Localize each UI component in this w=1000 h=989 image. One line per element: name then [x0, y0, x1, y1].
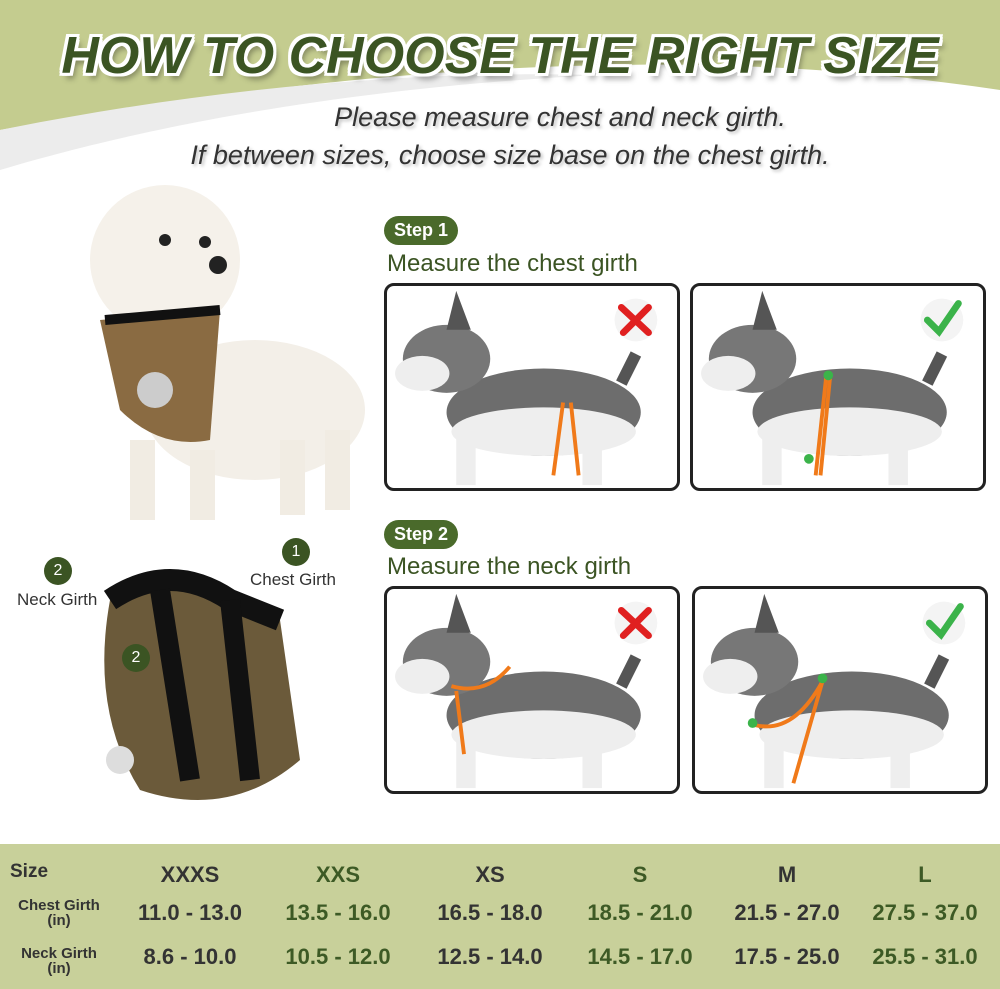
size-cell: XXS — [315, 862, 361, 887]
size-cell: S — [632, 862, 648, 887]
size-cell: XXXS — [160, 862, 220, 887]
chest-cell: 13.5 - 16.0 — [285, 900, 391, 925]
chest-measure-wrong-panel — [384, 283, 680, 491]
chest-girth-number-badge: 1 — [282, 538, 310, 566]
row-label-neck: Neck Girth (in) — [10, 946, 108, 976]
row-label-chest-unit: (in) — [47, 912, 71, 929]
row-label-neck-unit: (in) — [47, 960, 71, 977]
neck-cell: 25.5 - 31.0 — [872, 944, 978, 969]
size-cell: M — [777, 862, 797, 887]
neck-measure-wrong-panel — [384, 586, 680, 794]
step-1-badge: Step 1 — [384, 216, 459, 245]
row-label-size: Size — [10, 861, 49, 882]
dog-wearing-harness-photo — [90, 185, 365, 520]
neck-girth-number-badge: 2 — [44, 557, 72, 585]
neck-girth-label: Neck Girth — [17, 590, 98, 609]
chest-cell: 16.5 - 18.0 — [437, 900, 543, 925]
step-2-text: Measure the neck girth — [387, 553, 632, 580]
neck-cell: 8.6 - 10.0 — [143, 944, 237, 969]
schnauzer-dog-photo — [395, 593, 642, 789]
schnauzer-dog-photo — [395, 290, 642, 486]
size-chart-table: Size Chest Girth (in) Neck Girth (in) XXXS… — [0, 844, 1000, 989]
page-title: HOW TO CHOOSE THE RIGHT SIZE — [61, 27, 939, 85]
harness-product-image — [103, 569, 301, 800]
neck-cell: 10.5 - 12.0 — [285, 944, 391, 969]
step-2-badge: Step 2 — [384, 520, 459, 549]
chest-cell: 21.5 - 27.0 — [734, 900, 840, 925]
neck-cell: 17.5 - 25.0 — [734, 944, 840, 969]
chest-cell: 27.5 - 37.0 — [872, 900, 978, 925]
row-label-chest-name: Chest Girth — [18, 897, 100, 914]
row-label-neck-name: Neck Girth — [21, 945, 97, 962]
chest-cell: 18.5 - 21.0 — [587, 900, 693, 925]
header-background — [0, 0, 1000, 170]
size-cell: XS — [475, 862, 505, 887]
neck-cell: 12.5 - 14.0 — [437, 944, 543, 969]
chest-cell: 11.0 - 13.0 — [138, 900, 242, 925]
step-1-text: Measure the chest girth — [387, 250, 638, 277]
cross-mark-icon — [614, 298, 658, 342]
check-mark-icon — [922, 601, 966, 645]
cross-mark-icon — [614, 601, 658, 645]
subtitle-line-2: If between sizes, choose size base on th… — [190, 140, 830, 170]
chest-girth-label: Chest Girth — [250, 570, 336, 589]
row-label-chest: Chest Girth (in) — [10, 898, 108, 928]
schnauzer-dog-photo — [703, 593, 950, 789]
chest-measure-right-panel — [690, 283, 986, 491]
neck-measure-right-panel — [692, 586, 988, 794]
neck-cell: 14.5 - 17.0 — [587, 944, 693, 969]
subtitle-line-1: Please measure chest and neck girth. — [334, 102, 786, 132]
schnauzer-dog-photo — [701, 290, 948, 486]
size-cell: L — [918, 862, 932, 887]
check-mark-icon — [920, 298, 964, 342]
harness-neck-marker: 2 — [122, 644, 150, 672]
